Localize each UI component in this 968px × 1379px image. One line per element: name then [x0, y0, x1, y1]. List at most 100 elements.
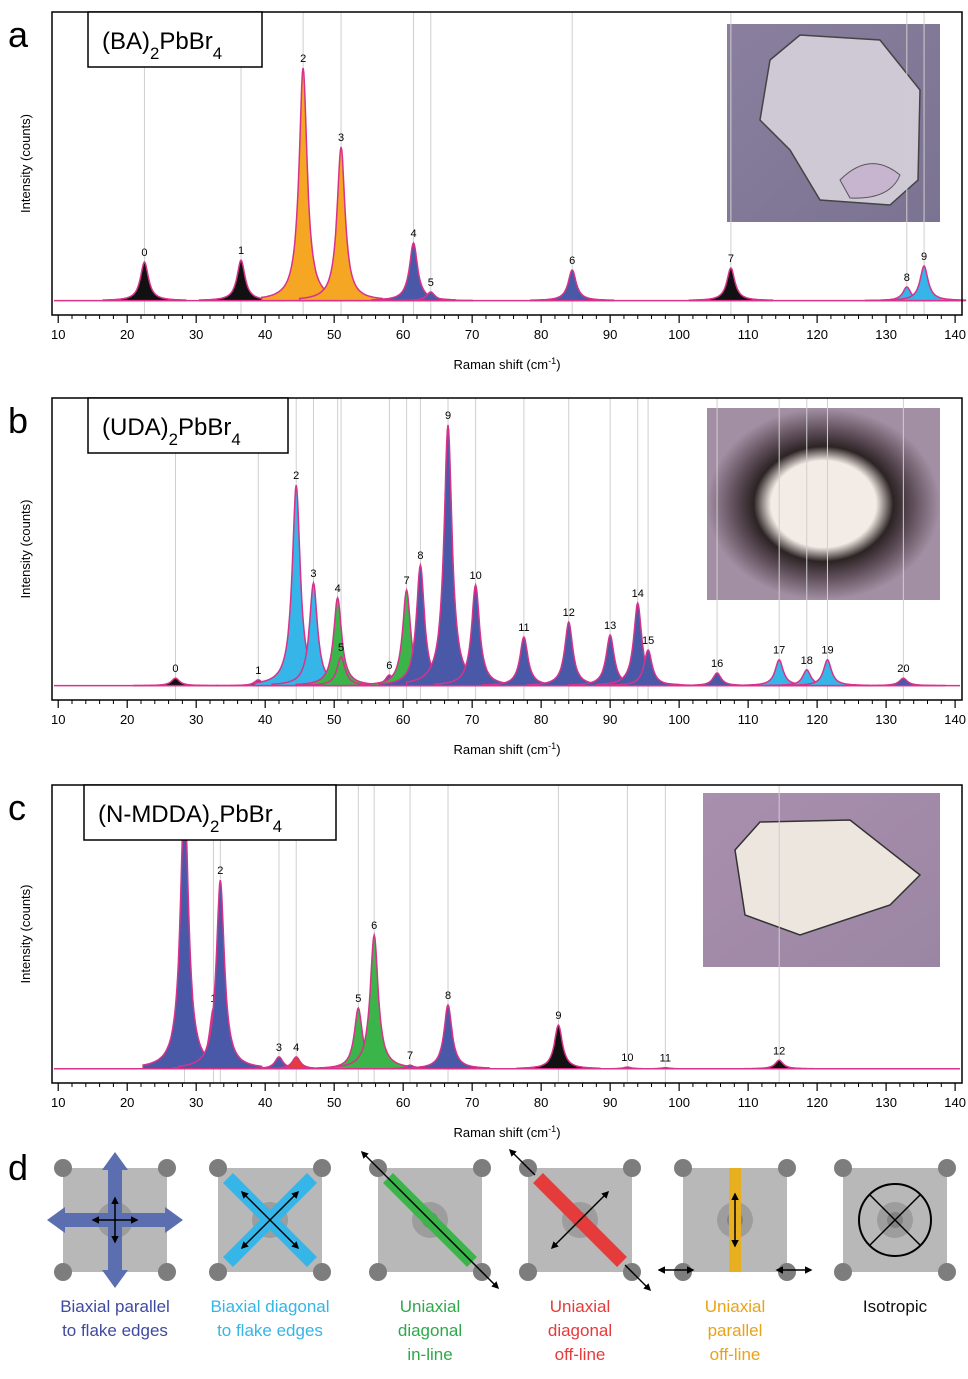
peak — [405, 1003, 491, 1070]
x-tick-label: 20 — [120, 1095, 134, 1110]
peak-label: 5 — [338, 642, 344, 654]
panel-letter: a — [8, 14, 29, 55]
peak-label: 10 — [469, 570, 481, 582]
x-axis-label-part: Raman shift (cm — [453, 1125, 548, 1140]
peak-label: 4 — [293, 1042, 299, 1054]
peak — [516, 1023, 601, 1070]
x-tick-label: 10 — [51, 1095, 65, 1110]
icon-uniaxial-inline — [360, 1150, 500, 1290]
peak-label: 3 — [310, 568, 316, 580]
mode-caption: Uniaxial — [400, 1297, 460, 1316]
icon-isotropic — [834, 1159, 956, 1281]
x-tick-label: 130 — [875, 712, 897, 727]
x-tick-label: 70 — [465, 712, 479, 727]
peak-label: 1 — [238, 245, 244, 257]
mode-caption: Biaxial diagonal — [210, 1297, 329, 1316]
x-tick-label: 110 — [738, 1095, 759, 1110]
plot-frame — [51, 11, 963, 316]
mode-caption: Uniaxial — [550, 1297, 610, 1316]
peak-label: 3 — [276, 1042, 282, 1054]
x-tick-label: 70 — [465, 1095, 479, 1110]
peak-label: 9 — [921, 251, 927, 263]
x-tick-label: 90 — [603, 712, 617, 727]
peak — [371, 241, 456, 302]
panel-letter: b — [8, 400, 28, 441]
inset-photo — [727, 24, 940, 222]
x-tick-label: 30 — [189, 1095, 203, 1110]
peak-label: 1 — [255, 665, 261, 677]
peak-label: 12 — [773, 1045, 785, 1057]
peak-label: 10 — [621, 1052, 633, 1064]
icon-uniaxial-parallel — [657, 1159, 813, 1281]
x-tick-label: 100 — [668, 327, 690, 342]
mode-caption: parallel — [708, 1321, 763, 1340]
panel-letter: d — [8, 1147, 28, 1188]
x-tick-label: 110 — [738, 712, 759, 727]
mode-caption: Uniaxial — [705, 1297, 765, 1316]
compound-label-part: 4 — [231, 430, 240, 449]
peak-label: 18 — [801, 655, 813, 667]
peak-label: 11 — [660, 1053, 671, 1065]
panel-letter: c — [8, 787, 26, 828]
peak — [785, 658, 870, 687]
peak — [623, 1066, 708, 1070]
peak-label: 0 — [172, 663, 178, 675]
x-tick-label: 40 — [258, 712, 272, 727]
x-tick-label: 100 — [668, 1095, 690, 1110]
peak-label: 4 — [410, 228, 416, 240]
x-tick-label: 60 — [396, 712, 410, 727]
peak — [861, 677, 946, 687]
peak-label: 6 — [569, 255, 575, 267]
mode-caption: in-line — [407, 1345, 452, 1364]
x-tick-label: 10 — [51, 712, 65, 727]
compound-label-part: 2 — [150, 44, 159, 63]
icon-biaxial-diagonal — [209, 1159, 331, 1281]
x-tick-label: 60 — [396, 1095, 410, 1110]
peak-label: 8 — [417, 550, 423, 562]
x-tick-label: 20 — [120, 327, 134, 342]
peak-label: 6 — [371, 920, 377, 932]
x-tick-label: 140 — [944, 712, 966, 727]
peak — [526, 620, 611, 687]
peak-label: 0 — [141, 247, 147, 259]
compound-label-part: 2 — [210, 817, 219, 836]
mode-caption: off-line — [555, 1345, 606, 1364]
x-axis-label-part: Raman shift (cm — [453, 742, 548, 757]
compound-label-part: 4 — [213, 44, 222, 63]
x-tick-label: 30 — [189, 712, 203, 727]
peak-label: 7 — [407, 1050, 413, 1062]
x-axis-label-part: -1 — [548, 741, 556, 751]
x-tick-label: 120 — [806, 327, 828, 342]
mode-caption: off-line — [710, 1345, 761, 1364]
x-axis-label-part: ) — [556, 1125, 560, 1140]
peak — [102, 260, 187, 302]
compound-label-part: (BA) — [102, 28, 150, 55]
inset-photo — [703, 793, 940, 967]
x-tick-label: 30 — [189, 327, 203, 342]
mode-caption: diagonal — [548, 1321, 612, 1340]
peak — [674, 672, 760, 687]
x-tick-label: 50 — [327, 712, 341, 727]
compound-label-part: PbBr — [178, 414, 231, 441]
peak-label: 13 — [604, 620, 616, 632]
peak-label: 17 — [773, 645, 785, 657]
mode-caption: Biaxial parallel — [60, 1297, 170, 1316]
compound-label: (BA)2PbBr4 — [102, 28, 222, 63]
y-axis-label: Intensity (counts) — [18, 885, 33, 984]
x-axis-label: Raman shift (cm-1) — [453, 356, 560, 372]
compound-label-part: PbBr — [159, 28, 212, 55]
peak-label: 2 — [217, 865, 223, 877]
peak-label: 20 — [897, 663, 909, 675]
inset-photo — [707, 408, 940, 600]
peak — [178, 879, 263, 1070]
x-tick-label: 40 — [258, 1095, 272, 1110]
x-tick-label: 50 — [327, 1095, 341, 1110]
peak-label: 2 — [300, 53, 306, 65]
x-axis-label: Raman shift (cm-1) — [453, 1124, 560, 1140]
x-tick-label: 80 — [534, 712, 548, 727]
compound-label-part: 4 — [273, 817, 282, 836]
compound-label-part: 2 — [169, 430, 178, 449]
peak — [298, 146, 384, 302]
x-tick-label: 140 — [944, 327, 966, 342]
mode-caption: diagonal — [398, 1321, 462, 1340]
